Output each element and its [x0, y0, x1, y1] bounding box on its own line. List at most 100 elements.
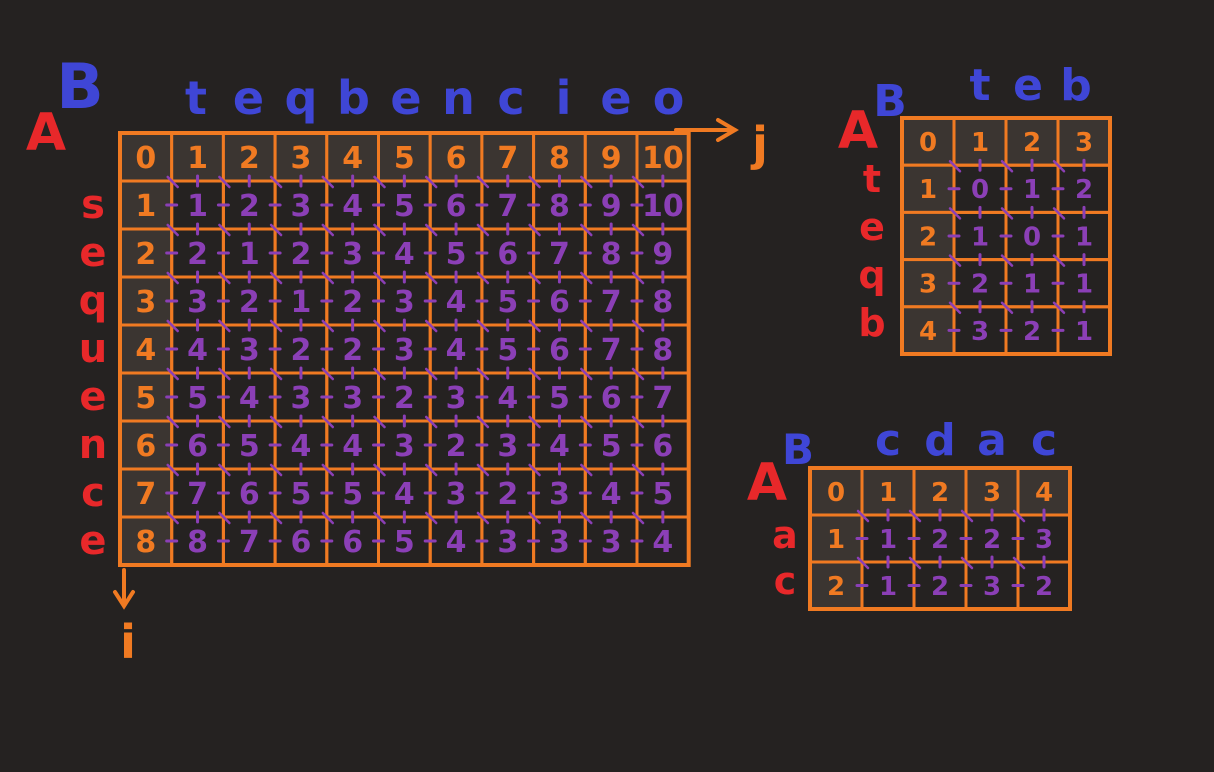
- cell-value: 3: [497, 429, 518, 464]
- j-axis-arrow: [674, 118, 739, 142]
- diag-connector: [1000, 159, 1014, 173]
- cell-value: 7: [497, 189, 518, 224]
- cell-value: 5: [394, 189, 415, 224]
- cell-value: 2: [291, 333, 312, 368]
- string-b-char: b: [337, 71, 370, 125]
- tables-layer: 0 1 2 3 4 5 6 7 8 9 101 1 2 3 4 5 6 7 8 9 102 2 1 2 3 4 5 6 7 8 93 3 2 1 2…: [26, 50, 1112, 669]
- diag-connector: [1052, 254, 1066, 267]
- cell-value: 6: [342, 525, 363, 560]
- diag-connector: [948, 159, 962, 173]
- diag-connector: [373, 511, 386, 525]
- diag-connector: [528, 223, 541, 237]
- cell-value: 3: [394, 333, 415, 368]
- cell-value: 0: [135, 141, 156, 176]
- diag-connector: [218, 271, 231, 285]
- cell-value: 9: [601, 189, 622, 224]
- string-b-char: q: [285, 71, 318, 125]
- cell-value: 7: [187, 477, 208, 512]
- diag-connector: [476, 223, 490, 237]
- cell-value: 2: [239, 141, 260, 176]
- cell-value: 7: [239, 525, 260, 560]
- diag-connector: [1012, 556, 1026, 570]
- cell-value: 6: [135, 429, 156, 464]
- string-a-char: e: [79, 374, 106, 420]
- diag-connector: [269, 463, 283, 477]
- cell-value: 4: [342, 189, 363, 224]
- diag-connector: [948, 207, 962, 220]
- string-b-char: e: [1013, 60, 1043, 111]
- string-b-char: c: [875, 415, 901, 466]
- cell-value: 2: [931, 525, 949, 555]
- cell-value: 5: [342, 477, 363, 512]
- cell-value: 3: [394, 429, 415, 464]
- cell-value: 3: [446, 381, 467, 416]
- cell-value: 3: [135, 285, 156, 320]
- diag-connector: [631, 223, 645, 237]
- diag-connector: [424, 271, 438, 285]
- cell-value: 3: [239, 333, 260, 368]
- matrix-cell: [480, 131, 536, 183]
- cell-value: 8: [549, 141, 570, 176]
- cell-value: 3: [549, 525, 570, 560]
- cell-value: 1: [827, 525, 845, 555]
- cell-value: 3: [342, 237, 363, 272]
- cell-value: 3: [291, 141, 312, 176]
- string-a-char: q: [858, 253, 885, 297]
- cell-value: 1: [971, 128, 989, 158]
- cell-value: 1: [1075, 317, 1093, 347]
- diag-connector: [269, 415, 283, 429]
- cell-value: 3: [446, 477, 467, 512]
- cell-value: 8: [652, 333, 673, 368]
- cell-value: 7: [601, 285, 622, 320]
- label-b: B: [782, 425, 814, 474]
- diag-connector: [218, 319, 231, 333]
- table-border: [118, 131, 691, 567]
- cell-value: 2: [291, 237, 312, 272]
- axis-label-j: j: [750, 117, 768, 171]
- cell-value: 5: [497, 285, 518, 320]
- table-border: [808, 466, 1072, 611]
- cell-value: 1: [879, 478, 897, 508]
- cell-value: 4: [187, 333, 208, 368]
- label-a: A: [26, 103, 66, 163]
- diag-connector: [269, 271, 283, 285]
- cell-value: 4: [394, 237, 415, 272]
- cell-value: 6: [291, 525, 312, 560]
- diag-connector: [631, 415, 645, 429]
- diag-connector: [166, 511, 179, 525]
- diag-connector: [856, 509, 870, 523]
- cell-value: 0: [1023, 222, 1041, 252]
- diag-connector: [321, 319, 335, 333]
- i-axis-arrow: [113, 568, 135, 610]
- cell-value: 4: [342, 141, 363, 176]
- diag-connector: [269, 367, 283, 381]
- cell-value: 3: [971, 317, 989, 347]
- diag-connector: [528, 463, 541, 477]
- matrix-cell: [221, 131, 277, 183]
- cell-value: 0: [919, 128, 937, 158]
- cell-value: 3: [549, 477, 570, 512]
- diag-connector: [218, 415, 231, 429]
- cell-value: 3: [394, 285, 415, 320]
- diag-connector: [424, 367, 438, 381]
- diag-connector: [269, 223, 283, 237]
- cell-value: 2: [135, 237, 156, 272]
- cell-value: 6: [446, 141, 467, 176]
- cell-value: 5: [394, 141, 415, 176]
- string-b-char: a: [977, 415, 1007, 466]
- cell-value: 5: [497, 333, 518, 368]
- diag-connector: [631, 271, 645, 285]
- cell-value: 2: [971, 270, 989, 300]
- cell-value: 3: [919, 270, 937, 300]
- diag-connector: [580, 271, 593, 285]
- diag-connector: [528, 511, 541, 525]
- cell-value: 4: [291, 429, 312, 464]
- cell-value: 6: [652, 429, 673, 464]
- axis-label-i: i: [120, 615, 136, 669]
- cell-value: 6: [239, 477, 260, 512]
- diag-connector: [948, 254, 962, 267]
- diag-connector: [1012, 509, 1026, 523]
- cell-value: 2: [239, 285, 260, 320]
